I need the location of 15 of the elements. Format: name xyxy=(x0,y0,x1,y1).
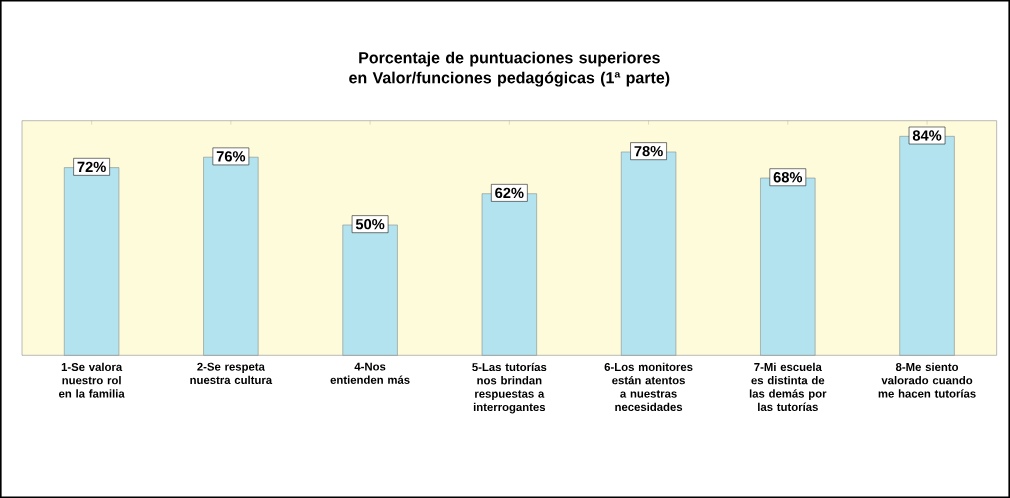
x-tick-label: 8-Me siento valorado cuando me hacen tutorías xyxy=(878,362,976,398)
data-label: 76% xyxy=(216,151,246,162)
data-label: 68% xyxy=(773,172,803,183)
x-tick-label: 1-Se valora nuestro rol en la familia xyxy=(59,362,125,398)
chart-title: Porcentaje de puntuaciones superiores en Valor/funciones pedagógicas (1ª parte) xyxy=(349,51,670,87)
x-tick-label: 5-Las tutorías nos brindan respuestas a interrogantes xyxy=(472,362,547,414)
data-label: 72% xyxy=(77,161,106,172)
x-tick-label: 7-Mi escuela es distinta de las demás por las tutorías xyxy=(749,362,827,412)
data-label: 50% xyxy=(355,218,385,230)
x-tick-label: 2-Se respeta nuestra cultura xyxy=(190,362,273,385)
x-tick-label: 6-Los monitores están atentos a nuestras necesidades xyxy=(604,362,693,412)
data-label: 84% xyxy=(912,130,942,141)
x-tick-label: 4-Nos entienden más xyxy=(330,362,410,384)
data-label: 78% xyxy=(634,145,663,157)
data-label: 62% xyxy=(495,187,524,199)
